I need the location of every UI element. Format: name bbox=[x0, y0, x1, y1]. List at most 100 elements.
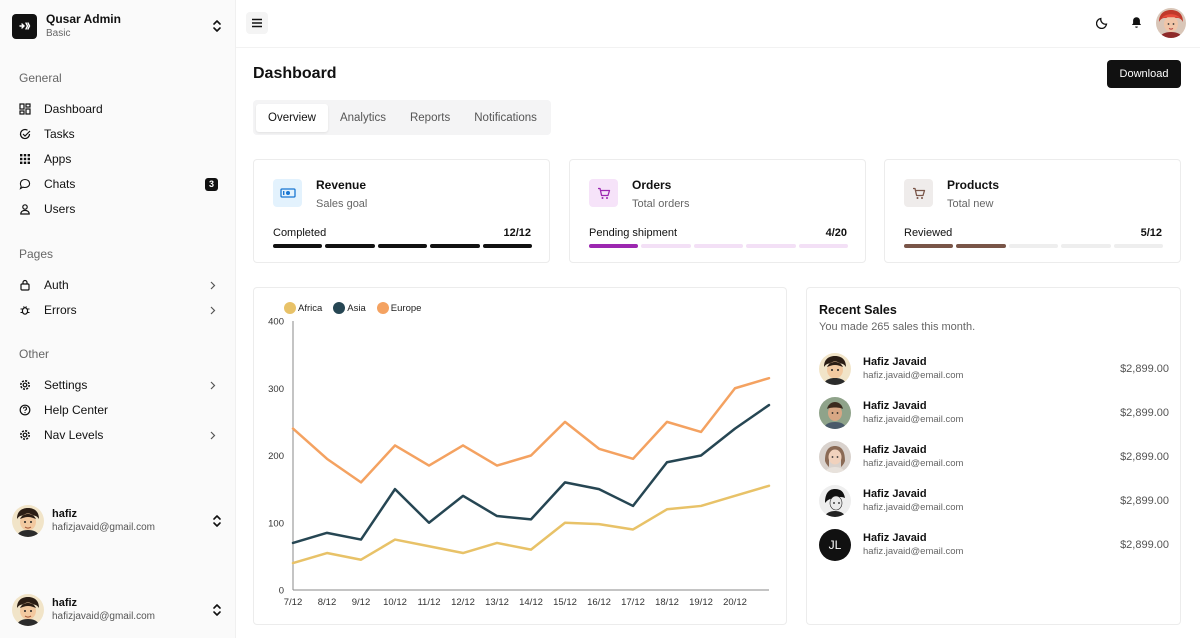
x-tick-label: 10/12 bbox=[383, 597, 407, 608]
progress-segment bbox=[1113, 244, 1164, 248]
progress-segment bbox=[430, 244, 480, 248]
user-menu[interactable]: hafiz hafizjavaid@gmail.com bbox=[12, 504, 224, 538]
stat-card-revenue: Revenue Sales goal Completed 12/12 bbox=[253, 159, 550, 263]
cart-icon bbox=[589, 179, 618, 207]
legend-item-africa[interactable]: Africa bbox=[284, 302, 322, 314]
profile-avatar[interactable] bbox=[1156, 8, 1186, 38]
sale-customer-name: Hafiz Javaid bbox=[863, 488, 927, 500]
sale-amount: $2,899.00 bbox=[1120, 363, 1169, 375]
progress-segment bbox=[273, 244, 323, 248]
sidebar-item-label: Settings bbox=[44, 378, 88, 392]
sidebar-toggle-button[interactable] bbox=[246, 12, 268, 34]
progress-segment bbox=[377, 244, 428, 248]
legend-label: Africa bbox=[298, 302, 323, 314]
legend-label: Europe bbox=[390, 302, 422, 314]
sidebar-item-label: Help Center bbox=[44, 403, 109, 417]
x-tick-label: 15/12 bbox=[553, 597, 577, 608]
progress-segment bbox=[1008, 244, 1059, 248]
y-tick-label: 0 bbox=[279, 586, 284, 597]
list-item[interactable]: JL Hafiz Javaid hafiz.javaid@email.com $… bbox=[819, 528, 1169, 562]
progress-segment bbox=[589, 244, 639, 248]
avatar bbox=[819, 441, 851, 473]
list-item[interactable]: Hafiz Javaid hafiz.javaid@email.com $2,8… bbox=[819, 396, 1169, 430]
stat-subtitle: Sales goal bbox=[316, 198, 368, 210]
progress-segment bbox=[798, 244, 849, 248]
stat-progress-count: 4/20 bbox=[825, 227, 847, 239]
x-tick-label: 17/12 bbox=[621, 597, 645, 608]
avatar bbox=[819, 397, 851, 429]
sidebar-item-apps[interactable]: Apps bbox=[18, 149, 218, 169]
chart-legend: Africa Asia Europe bbox=[284, 302, 432, 314]
chats-count-badge: 3 bbox=[204, 177, 218, 191]
stat-subtitle: Total orders bbox=[632, 198, 690, 210]
team-switcher[interactable]: Qusar Admin Basic bbox=[12, 10, 224, 42]
tab-analytics[interactable]: Analytics bbox=[339, 111, 386, 124]
download-button[interactable]: Download bbox=[1107, 60, 1181, 88]
x-tick-label: 9/12 bbox=[352, 597, 371, 608]
sale-amount: $2,899.00 bbox=[1120, 451, 1169, 463]
gear-icon bbox=[18, 378, 32, 392]
list-item[interactable]: Hafiz Javaid hafiz.javaid@email.com $2,8… bbox=[819, 352, 1169, 386]
x-tick-label: 12/12 bbox=[451, 597, 475, 608]
x-tick-label: 8/12 bbox=[318, 597, 337, 608]
list-item[interactable]: Hafiz Javaid hafiz.javaid@email.com $2,8… bbox=[819, 440, 1169, 474]
x-tick-label: 13/12 bbox=[485, 597, 509, 608]
sidebar-item-tasks[interactable]: Tasks bbox=[18, 124, 218, 144]
brand-name: Qusar Admin bbox=[46, 11, 121, 26]
stat-progress-label: Pending shipment bbox=[589, 227, 678, 239]
progress-segments bbox=[273, 244, 533, 248]
legend-item-asia[interactable]: Asia bbox=[333, 302, 366, 314]
sidebar-item-users[interactable]: Users bbox=[18, 199, 218, 219]
sidebar-item-nav-levels[interactable]: Nav Levels bbox=[18, 425, 218, 445]
nav-group-pages: Pages bbox=[19, 247, 54, 261]
sidebar-item-dashboard[interactable]: Dashboard bbox=[18, 99, 218, 119]
apps-icon bbox=[18, 152, 32, 166]
stat-title: Revenue bbox=[316, 178, 367, 192]
progress-segment bbox=[693, 244, 744, 248]
tab-notifications[interactable]: Notifications bbox=[474, 111, 537, 124]
list-item[interactable]: Hafiz Javaid hafiz.javaid@email.com $2,8… bbox=[819, 484, 1169, 518]
legend-item-europe[interactable]: Europe bbox=[376, 302, 422, 314]
menu-icon bbox=[251, 16, 263, 31]
sale-amount: $2,899.00 bbox=[1120, 407, 1169, 419]
x-tick-label: 7/12 bbox=[284, 597, 303, 608]
sidebar-item-label: Errors bbox=[44, 303, 77, 317]
progress-segment bbox=[482, 244, 533, 248]
sidebar-item-errors[interactable]: Errors bbox=[18, 300, 218, 320]
chevron-right-icon bbox=[208, 280, 218, 290]
user-menu[interactable]: hafiz hafizjavaid@gmail.com bbox=[12, 593, 224, 627]
nav-group-other: Other bbox=[19, 347, 50, 361]
sale-customer-name: Hafiz Javaid bbox=[863, 444, 927, 456]
sidebar-item-auth[interactable]: Auth bbox=[18, 275, 218, 295]
sidebar-item-label: Users bbox=[44, 202, 76, 216]
avatar bbox=[819, 353, 851, 385]
tab-overview[interactable]: Overview bbox=[256, 103, 328, 132]
theme-toggle-moon-icon[interactable] bbox=[1094, 14, 1110, 30]
sidebar-item-settings[interactable]: Settings bbox=[18, 375, 218, 395]
chevron-right-icon bbox=[208, 305, 218, 315]
sidebar-item-help-center[interactable]: Help Center bbox=[18, 400, 218, 420]
user-email: hafizjavaid@gmail.com bbox=[52, 611, 155, 622]
y-tick-label: 100 bbox=[268, 518, 284, 529]
progress-segment bbox=[956, 244, 1006, 248]
page-title: Dashboard bbox=[253, 65, 337, 82]
tasks-icon bbox=[18, 127, 32, 141]
stat-subtitle: Total new bbox=[947, 198, 994, 210]
stat-progress-label: Completed bbox=[273, 227, 327, 239]
sale-amount: $2,899.00 bbox=[1120, 539, 1169, 551]
sale-customer-email: hafiz.javaid@email.com bbox=[863, 458, 964, 469]
notification-bell-icon[interactable] bbox=[1128, 14, 1144, 30]
stat-progress-count: 5/12 bbox=[1140, 227, 1162, 239]
y-tick-label: 400 bbox=[268, 317, 284, 328]
legend-label: Asia bbox=[347, 302, 366, 314]
sidebar-item-chats[interactable]: Chats 3 bbox=[18, 174, 218, 194]
lock-icon bbox=[18, 278, 32, 292]
stat-card-orders: Orders Total orders Pending shipment 4/2… bbox=[569, 159, 866, 263]
user-email: hafizjavaid@gmail.com bbox=[52, 522, 155, 533]
chevrons-up-down-icon bbox=[210, 16, 224, 36]
tab-reports[interactable]: Reports bbox=[409, 111, 451, 124]
progress-segment bbox=[641, 244, 691, 248]
legend-swatch bbox=[284, 302, 296, 314]
avatar bbox=[12, 505, 44, 537]
sale-amount: $2,899.00 bbox=[1120, 495, 1169, 507]
